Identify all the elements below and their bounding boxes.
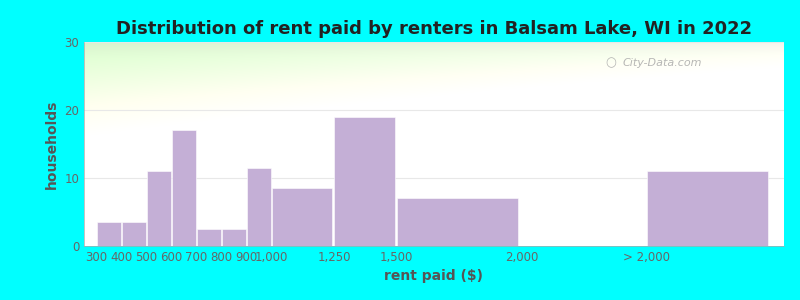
Bar xyxy=(197,229,221,246)
Y-axis label: households: households xyxy=(45,99,58,189)
Bar xyxy=(246,168,270,246)
Title: Distribution of rent paid by renters in Balsam Lake, WI in 2022: Distribution of rent paid by renters in … xyxy=(116,20,752,38)
X-axis label: rent paid ($): rent paid ($) xyxy=(385,269,483,284)
Bar xyxy=(122,222,146,246)
Bar xyxy=(646,171,768,246)
Bar xyxy=(146,171,170,246)
Text: ○: ○ xyxy=(606,56,616,70)
Bar xyxy=(222,229,246,246)
Bar xyxy=(97,222,121,246)
Bar xyxy=(171,130,196,246)
Bar xyxy=(271,188,332,246)
Text: City-Data.com: City-Data.com xyxy=(623,58,702,68)
Bar xyxy=(397,198,518,246)
Bar xyxy=(334,117,394,246)
